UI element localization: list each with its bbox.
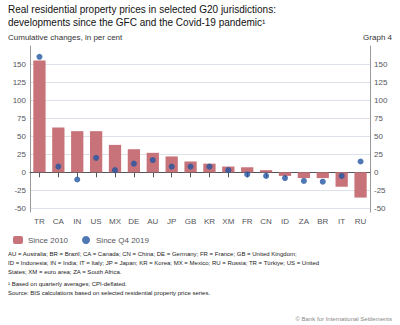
svg-text:ZA: ZA xyxy=(299,217,310,226)
svg-text:© Bank for International Settl: © Bank for International Settlements xyxy=(296,316,392,322)
svg-text:States; XM = euro area; ZA = S: States; XM = euro area; ZA = South Afric… xyxy=(8,269,122,275)
svg-text:AU = Australia; BR = Brazil; C: AU = Australia; BR = Brazil; CA = Canada… xyxy=(8,251,297,257)
svg-text:KR: KR xyxy=(204,217,215,226)
svg-text:150: 150 xyxy=(374,60,388,69)
svg-text:IN: IN xyxy=(73,217,81,226)
svg-text:RU: RU xyxy=(355,217,367,226)
svg-text:US: US xyxy=(91,217,102,226)
svg-text:developments since the GFC and: developments since the GFC and the Covid… xyxy=(8,17,266,28)
svg-text:0: 0 xyxy=(374,168,379,177)
svg-text:ID: ID xyxy=(281,217,289,226)
svg-text:-50: -50 xyxy=(14,204,26,213)
svg-text:25: 25 xyxy=(17,150,26,159)
svg-text:TR: TR xyxy=(34,217,45,226)
svg-text:IT: IT xyxy=(338,217,345,226)
svg-text:Real residential property pric: Real residential property prices in sele… xyxy=(8,4,276,15)
svg-text:75: 75 xyxy=(17,114,26,123)
svg-text:JP: JP xyxy=(167,217,176,226)
svg-text:XM: XM xyxy=(222,217,234,226)
svg-text:100: 100 xyxy=(13,96,27,105)
svg-text:-25: -25 xyxy=(374,186,386,195)
svg-text:Graph 4: Graph 4 xyxy=(363,33,392,42)
svg-text:Source: BIS calculations based: Source: BIS calculations based on select… xyxy=(8,290,210,296)
svg-text:Cumulative changes, in per cen: Cumulative changes, in per cent xyxy=(8,33,123,42)
svg-text:GB: GB xyxy=(185,217,197,226)
svg-text:Since Q4 2019: Since Q4 2019 xyxy=(96,236,149,245)
svg-text:-25: -25 xyxy=(14,186,26,195)
svg-text:DE: DE xyxy=(128,217,139,226)
svg-text:BR: BR xyxy=(317,217,328,226)
svg-text:100: 100 xyxy=(374,96,388,105)
svg-text:-50: -50 xyxy=(374,204,386,213)
svg-text:CN: CN xyxy=(260,217,272,226)
svg-text:Since 2010: Since 2010 xyxy=(28,236,69,245)
svg-text:FR: FR xyxy=(242,217,253,226)
svg-text:50: 50 xyxy=(17,132,26,141)
svg-text:125: 125 xyxy=(13,78,27,87)
svg-text:0: 0 xyxy=(22,168,27,177)
svg-text:150: 150 xyxy=(13,60,27,69)
svg-text:25: 25 xyxy=(374,150,383,159)
svg-text:75: 75 xyxy=(374,114,383,123)
svg-text:AU: AU xyxy=(147,217,158,226)
svg-text:¹ Based on quarterly averages;: ¹ Based on quarterly averages; CPI-defla… xyxy=(8,281,127,287)
svg-text:CA: CA xyxy=(53,217,65,226)
svg-text:125: 125 xyxy=(374,78,388,87)
svg-text:ID = Indonesia; IN = India; IT: ID = Indonesia; IN = India; IT = Italy; … xyxy=(8,260,319,266)
svg-text:50: 50 xyxy=(374,132,383,141)
svg-text:MX: MX xyxy=(109,217,122,226)
